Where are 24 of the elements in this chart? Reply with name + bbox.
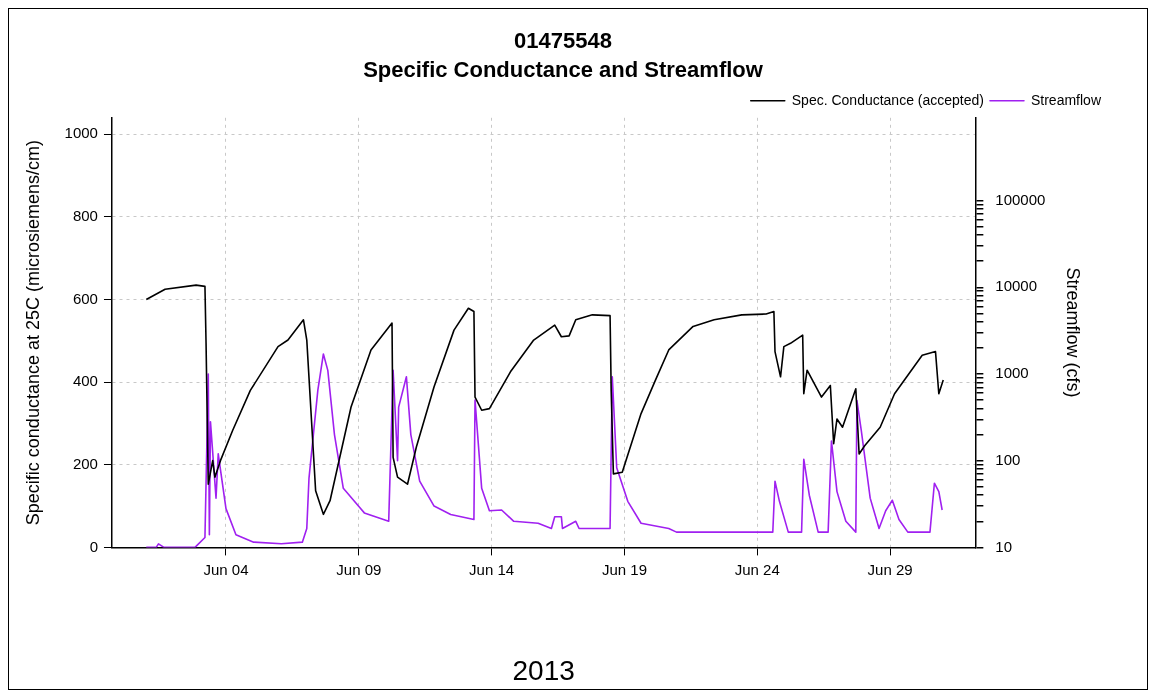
y-tick-label: 800 bbox=[72, 207, 98, 225]
chart-title: 01475548 bbox=[514, 28, 612, 54]
x-tick-label: Jun 09 bbox=[336, 560, 382, 578]
chart-subtitle: Specific Conductance and Streamflow bbox=[363, 56, 764, 82]
y2-tick-label: 100000 bbox=[995, 190, 1046, 208]
x-axis-title: 2013 bbox=[512, 654, 575, 686]
x-tick-label: Jun 14 bbox=[469, 560, 515, 578]
legend-label: Streamflow bbox=[1030, 91, 1102, 108]
y2-tick-label: 100 bbox=[995, 450, 1021, 468]
x-tick-label: Jun 19 bbox=[601, 560, 647, 578]
y2-tick-label: 10000 bbox=[995, 277, 1038, 295]
y2-axis-title: Streamflow (cfs) bbox=[1063, 267, 1084, 398]
y-tick-label: 0 bbox=[89, 537, 98, 555]
y-tick-label: 600 bbox=[72, 289, 98, 307]
legend-label: Spec. Conductance (accepted) bbox=[791, 91, 984, 108]
x-tick-label: Jun 24 bbox=[734, 560, 780, 578]
y-tick-label: 1000 bbox=[64, 124, 98, 142]
y-axis-title: Specific conductance at 25C (microsiemens/cm) bbox=[22, 140, 43, 526]
x-tick-label: Jun 29 bbox=[867, 560, 913, 578]
y-tick-label: 400 bbox=[72, 372, 98, 390]
y2-tick-label: 10 bbox=[995, 537, 1013, 555]
y-tick-label: 200 bbox=[72, 454, 98, 472]
y2-tick-label: 1000 bbox=[995, 364, 1029, 382]
x-tick-label: Jun 04 bbox=[203, 560, 249, 578]
